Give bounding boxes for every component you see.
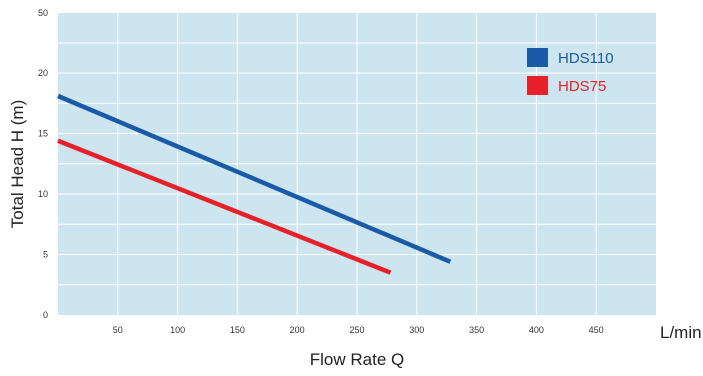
x-tick-label: 200 xyxy=(290,325,305,335)
series-line-hds110 xyxy=(57,93,452,264)
x-tick-label: 350 xyxy=(469,325,484,335)
legend-swatch-hds110 xyxy=(527,48,548,67)
y-tick-label: 20 xyxy=(38,68,48,78)
x-tick-label: 100 xyxy=(170,325,185,335)
x-axis-unit: L/min xyxy=(660,323,702,342)
x-tick-label: 250 xyxy=(349,325,364,335)
y-tick-label: 50 xyxy=(38,8,48,18)
y-tick-label: 10 xyxy=(38,189,48,199)
y-axis-ticks: 0 5 10 15 20 50 xyxy=(38,8,48,320)
y-tick-label: 5 xyxy=(43,250,48,260)
series-line-hds75 xyxy=(57,138,392,275)
x-axis-title: Flow Rate Q xyxy=(310,350,404,369)
x-tick-label: 400 xyxy=(529,325,544,335)
series-lines xyxy=(57,93,452,275)
legend-label-hds110: HDS110 xyxy=(558,50,614,67)
legend: HDS110 HDS75 xyxy=(527,48,614,95)
y-tick-label: 15 xyxy=(38,129,48,139)
x-axis-ticks: 50 100 150 200 250 300 350 400 450 xyxy=(113,325,604,335)
x-tick-label: 300 xyxy=(409,325,424,335)
legend-label-hds75: HDS75 xyxy=(558,78,606,95)
legend-swatch-hds75 xyxy=(527,76,548,95)
x-tick-label: 450 xyxy=(589,325,604,335)
x-tick-label: 50 xyxy=(113,325,123,335)
x-tick-label: 150 xyxy=(230,325,245,335)
y-axis-title: Total Head H (m) xyxy=(8,100,27,228)
y-tick-label: 0 xyxy=(43,310,48,320)
